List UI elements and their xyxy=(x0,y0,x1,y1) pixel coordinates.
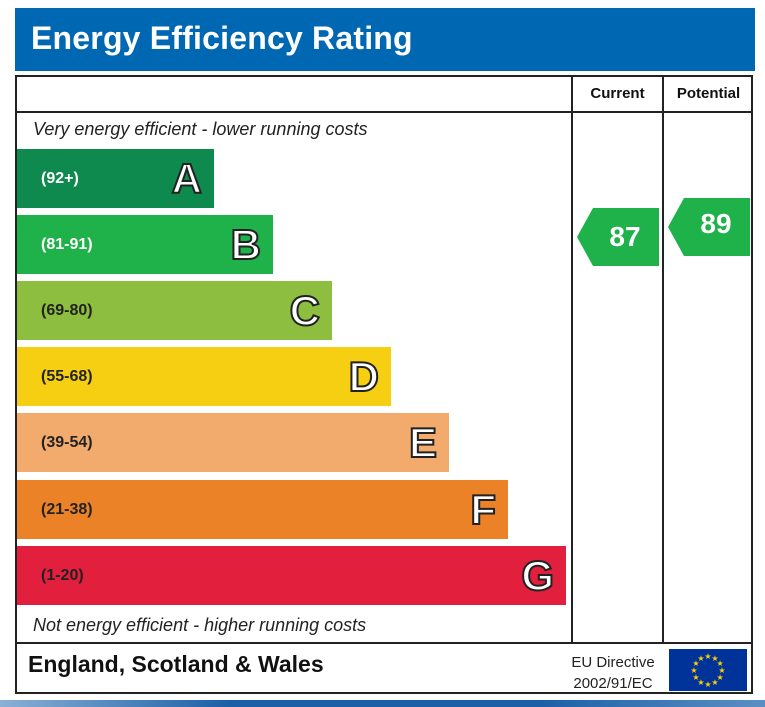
eu-star: ★ xyxy=(697,678,704,687)
band-g-range: (1-20) xyxy=(41,567,84,584)
current-rating-value: 87 xyxy=(609,221,641,252)
band-d-range: (55-68) xyxy=(41,368,93,385)
band-d-letter: D xyxy=(348,352,380,401)
eu-star: ★ xyxy=(718,666,725,675)
band-b-range: (81-91) xyxy=(41,236,93,253)
rating-frame xyxy=(15,75,753,694)
band-f-letter: F xyxy=(469,485,497,534)
eu-stars: ★★★★★★★★★ ★ ★★ xyxy=(690,652,725,689)
potential-rating-arrow: 89 xyxy=(668,198,750,256)
eu-directive-label: EU Directive 2002/91/EC xyxy=(560,652,666,694)
header-bar: Energy Efficiency Rating xyxy=(15,8,755,71)
band-e-letter: E xyxy=(408,418,438,467)
eu-flag-icon: ★ ★ ★ ★ ★ ★ ★ ★ ★ ★ ★ ★ xyxy=(669,649,747,691)
eu-star: ★ xyxy=(704,652,711,661)
eu-star: ★ xyxy=(711,678,718,687)
band-a: (92+) A xyxy=(17,149,214,208)
footer-divider xyxy=(15,642,753,644)
header-divider xyxy=(15,111,753,113)
current-column-divider xyxy=(571,75,573,643)
eu-star: ★ xyxy=(692,673,699,682)
eu-star: ★ xyxy=(690,666,697,675)
band-f: (21-38) F xyxy=(17,480,508,539)
eu-star: ★ xyxy=(717,659,724,668)
eu-directive-line2: 2002/91/EC xyxy=(573,675,653,692)
band-a-range: (92+) xyxy=(41,170,79,187)
eu-star: ★ xyxy=(711,654,718,663)
band-c-letter: C xyxy=(289,286,321,335)
potential-rating-value: 89 xyxy=(700,208,732,239)
bottom-strip xyxy=(0,700,765,707)
band-e: (39-54) E xyxy=(17,413,449,472)
potential-arrow-shape xyxy=(668,198,750,256)
current-arrow-shape xyxy=(577,208,659,266)
bottom-note: Not energy efficient - higher running co… xyxy=(33,615,367,635)
top-note: Very energy efficient - lower running co… xyxy=(33,119,368,139)
eu-star: ★ xyxy=(692,659,699,668)
band-g: (1-20) G xyxy=(17,546,566,605)
current-column-header: Current xyxy=(590,85,645,102)
band-g-letter: G xyxy=(520,551,555,600)
page-title: Energy Efficiency Rating xyxy=(31,20,413,56)
band-b: (81-91) B xyxy=(17,215,273,274)
band-a-letter: A xyxy=(171,154,203,203)
band-e-range: (39-54) xyxy=(41,434,93,451)
band-f-range: (21-38) xyxy=(41,501,93,518)
eu-star: ★ xyxy=(704,680,711,689)
current-rating-arrow: 87 xyxy=(577,208,659,266)
band-c-range: (69-80) xyxy=(41,302,93,319)
eu-directive-line1: EU Directive xyxy=(571,654,655,671)
eu-star: ★ xyxy=(717,673,724,682)
eu-star: ★ xyxy=(697,654,704,663)
band-b-letter: B xyxy=(230,220,262,269)
potential-column-header: Potential xyxy=(676,85,741,102)
band-d: (55-68) D xyxy=(17,347,391,406)
region-label: England, Scotland & Wales xyxy=(28,651,324,677)
band-c: (69-80) C xyxy=(17,281,332,340)
potential-column-divider xyxy=(662,75,664,643)
